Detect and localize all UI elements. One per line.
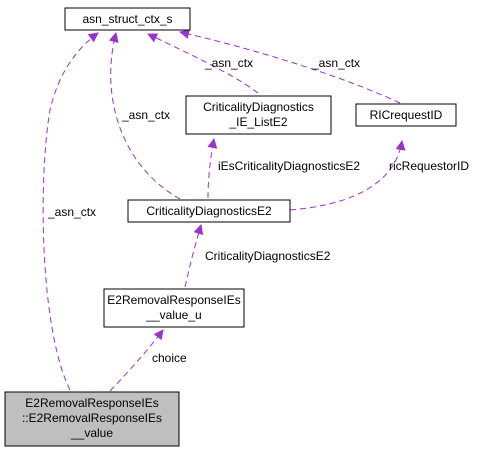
node-label-criticality-diagnostics-e2: CriticalityDiagnosticsE2 — [146, 204, 272, 218]
node-label-value-u-line1: E2RemovalResponseIEs — [107, 293, 240, 307]
node-label-value-line1: E2RemovalResponseIEs — [25, 396, 158, 410]
node-criticality-diagnostics-e2[interactable]: CriticalityDiagnosticsE2 — [127, 199, 291, 223]
nodes: asn_struct_ctx_s CriticalityDiagnostics … — [4, 7, 457, 447]
edge-label-asn-ctx-crit: _asn_ctx — [121, 108, 170, 122]
edge-valueu-to-crit — [184, 224, 204, 288]
edge-crit-to-asn-struct — [108, 32, 181, 200]
edge-label-ies-crit: iEsCriticalityDiagnosticsE2 — [218, 159, 360, 173]
node-label-value-u-line2: __value_u — [145, 308, 201, 322]
node-label-ricrequestid: RICrequestID — [370, 108, 443, 122]
edge-ie-list-to-asn-struct — [147, 33, 259, 94]
node-asn-struct-ctx-s[interactable]: asn_struct_ctx_s — [64, 7, 191, 31]
node-label-criticality-ie-list-line1: CriticalityDiagnostics — [203, 100, 314, 114]
node-removal-value[interactable]: E2RemovalResponseIEs ::E2RemovalResponse… — [4, 391, 180, 447]
node-label-value-line2: ::E2RemovalResponseIEs — [22, 411, 162, 425]
edge-label-crit-to-valueu: CriticalityDiagnosticsE2 — [205, 249, 331, 263]
node-removal-value-u[interactable]: E2RemovalResponseIEs __value_u — [103, 288, 245, 328]
node-ricrequestid[interactable]: RICrequestID — [355, 103, 457, 127]
edge-value-to-valueu — [109, 329, 164, 392]
node-label-criticality-ie-list-line2: _IE_ListE2 — [228, 115, 287, 129]
edge-label-asn-ctx-value: _asn_ctx — [47, 205, 96, 219]
edge-label-choice: choice — [152, 351, 187, 365]
edge-labels: _asn_ctx _asn_ctx _asn_ctx _asn_ctx iEsC… — [47, 56, 469, 365]
edges — [42, 29, 406, 392]
edge-value-to-asn-struct — [42, 32, 99, 391]
edge-crit-to-ie-list — [207, 138, 218, 199]
edge-label-ric-requestor: ricRequestorID — [389, 159, 469, 173]
node-label-value-line3: __value — [70, 426, 113, 440]
edge-ric-to-asn-struct — [179, 29, 401, 104]
edge-crit-to-ric — [289, 140, 406, 211]
edge-label-asn-ctx-ie-list: _asn_ctx — [204, 56, 253, 70]
node-criticality-ie-list[interactable]: CriticalityDiagnostics _IE_ListE2 — [185, 95, 332, 135]
node-label-asn-struct-ctx-s: asn_struct_ctx_s — [82, 12, 172, 26]
edge-label-asn-ctx-ric: _asn_ctx — [311, 56, 360, 70]
